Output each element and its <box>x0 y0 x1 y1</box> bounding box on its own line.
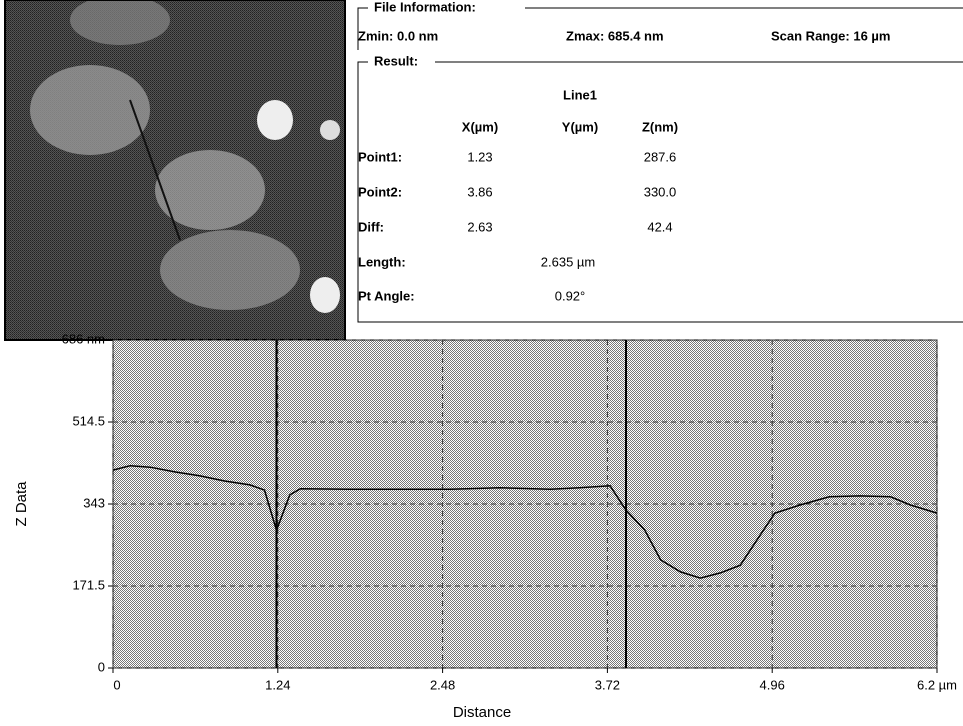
line-name: Line1 <box>563 87 597 102</box>
x-value: 2.63 <box>467 219 492 234</box>
z-value: 330.0 <box>644 184 677 199</box>
x-value: 1.23 <box>467 149 492 164</box>
result-panel: Result: Line1 X(µm) Y(µm) Z(nm) Point1: 1… <box>358 53 963 322</box>
col-header: X(µm) <box>462 119 498 134</box>
row-label: Length: <box>358 254 406 269</box>
y-tick-label: 343 <box>83 495 105 510</box>
x-tick-label: 2.48 <box>430 677 455 692</box>
afm-image <box>5 0 345 340</box>
x-value: 3.86 <box>467 184 492 199</box>
x-tick-label: 6.2 µm <box>917 677 957 692</box>
x-axis-label: Distance <box>453 704 511 721</box>
length-value: 2.635 µm <box>541 254 595 269</box>
y-axis-label: Z Data <box>13 481 30 527</box>
x-tick-label: 3.72 <box>595 677 620 692</box>
scan-range: Scan Range: 16 µm <box>771 28 890 43</box>
plot-area <box>113 340 937 668</box>
y-tick-label: 0 <box>98 659 105 674</box>
col-header: Z(nm) <box>642 119 678 134</box>
screen: File Information: Zmin: 0.0 nm Zmax: 685… <box>0 0 963 726</box>
x-tick-label: 4.96 <box>760 677 785 692</box>
zmin: Zmin: 0.0 nm <box>358 28 438 43</box>
group-title: File Information: <box>374 0 476 14</box>
row-label: Diff: <box>358 219 384 234</box>
y-tick-label: 514.5 <box>72 413 105 428</box>
x-tick-label: 1.24 <box>265 677 290 692</box>
col-header: Y(µm) <box>562 119 598 134</box>
x-tick-label: 0 <box>113 677 120 692</box>
row-label: Point1: <box>358 149 402 164</box>
row-label: Point2: <box>358 184 402 199</box>
angle-value: 0.92° <box>555 288 586 303</box>
file-info: File Information: Zmin: 0.0 nm Zmax: 685… <box>358 0 963 50</box>
row-label: Pt Angle: <box>358 288 415 303</box>
z-value: 287.6 <box>644 149 677 164</box>
group-title: Result: <box>374 53 418 68</box>
z-value: 42.4 <box>647 219 672 234</box>
y-tick-label: 171.5 <box>72 577 105 592</box>
zmax: Zmax: 685.4 nm <box>566 28 664 43</box>
y-tick-label: 686 nm <box>62 331 105 346</box>
